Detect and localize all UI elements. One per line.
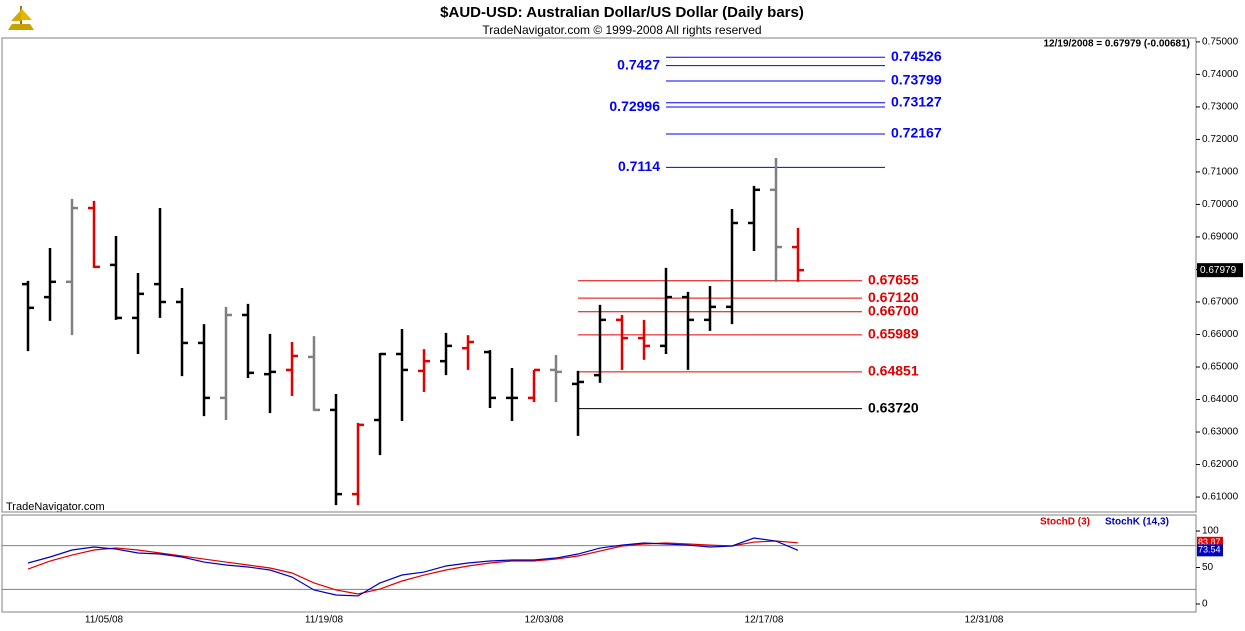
y-tick-label: 0.61000 [1202,492,1239,503]
y-tick-label: 0.69000 [1202,232,1239,243]
x-tick-label: 12/17/08 [745,615,784,626]
y-tick-label: 0.66000 [1202,329,1239,340]
stoch-line [27,537,799,597]
level-label: 0.73127 [891,93,942,109]
stoch-tag-label: 83.87 [1198,537,1221,547]
price-panel [1,37,1197,513]
level-label: 0.73799 [891,72,942,88]
level-label: 0.72996 [609,98,660,114]
legend-entry: StochK (14,3) [1105,517,1169,528]
level-label: 0.7427 [617,56,660,72]
y-tick-label: 0.75000 [1202,37,1239,48]
y-tick-label: 0.62000 [1202,459,1239,470]
stoch-tick-label: 0 [1202,599,1208,610]
y-tick-label: 0.72000 [1202,134,1239,145]
logo [8,6,34,30]
level-label: 0.67655 [868,271,919,287]
level-label: 0.65989 [868,326,919,342]
x-tick-label: 11/19/08 [305,615,344,626]
legend-entry: StochD (3) [1040,517,1090,528]
level-label: 0.72167 [891,125,942,141]
watermark: TradeNavigator.com [6,501,105,513]
x-tick-label: 11/05/08 [85,615,124,626]
x-tick-label: 12/31/08 [965,615,1004,626]
level-label: 0.67120 [868,289,919,305]
y-tick-label: 0.70000 [1202,199,1239,210]
logo-sail [11,10,21,21]
y-tick-label: 0.73000 [1202,102,1239,113]
chart-subtitle: TradeNavigator.com © 1999-2008 All right… [482,23,761,37]
stoch-tag [1197,544,1223,557]
x-tick-label: 12/03/08 [525,615,564,626]
y-tick-label: 0.67000 [1202,297,1239,308]
y-tick-label: 0.65000 [1202,362,1239,373]
y-tick-label: 0.63000 [1202,427,1239,438]
level-label: 0.74526 [891,48,942,64]
logo-base [8,24,34,30]
info-label: 12/19/2008 = 0.67979 (-0.00681) [1043,39,1190,50]
level-label: 0.66700 [868,302,919,318]
stoch-panel [1,514,1197,613]
level-label: 0.63720 [868,399,919,415]
price-tag [1197,263,1243,278]
chart-title: $AUD-USD: Australian Dollar/US Dollar (D… [440,4,804,21]
level-label: 0.64851 [868,363,919,379]
stoch-tick-label: 50 [1202,562,1214,573]
stoch-tick-label: 100 [1202,526,1219,537]
y-tick-label: 0.71000 [1202,167,1239,178]
level-label: 0.7114 [618,158,660,174]
y-tick-label: 0.74000 [1202,69,1239,80]
price-tag-label: 0.67979 [1200,265,1237,276]
y-tick-label: 0.64000 [1202,394,1239,405]
logo-sail [21,8,32,20]
stoch-tag-label: 73.54 [1198,545,1221,555]
stoch-line [27,540,799,595]
